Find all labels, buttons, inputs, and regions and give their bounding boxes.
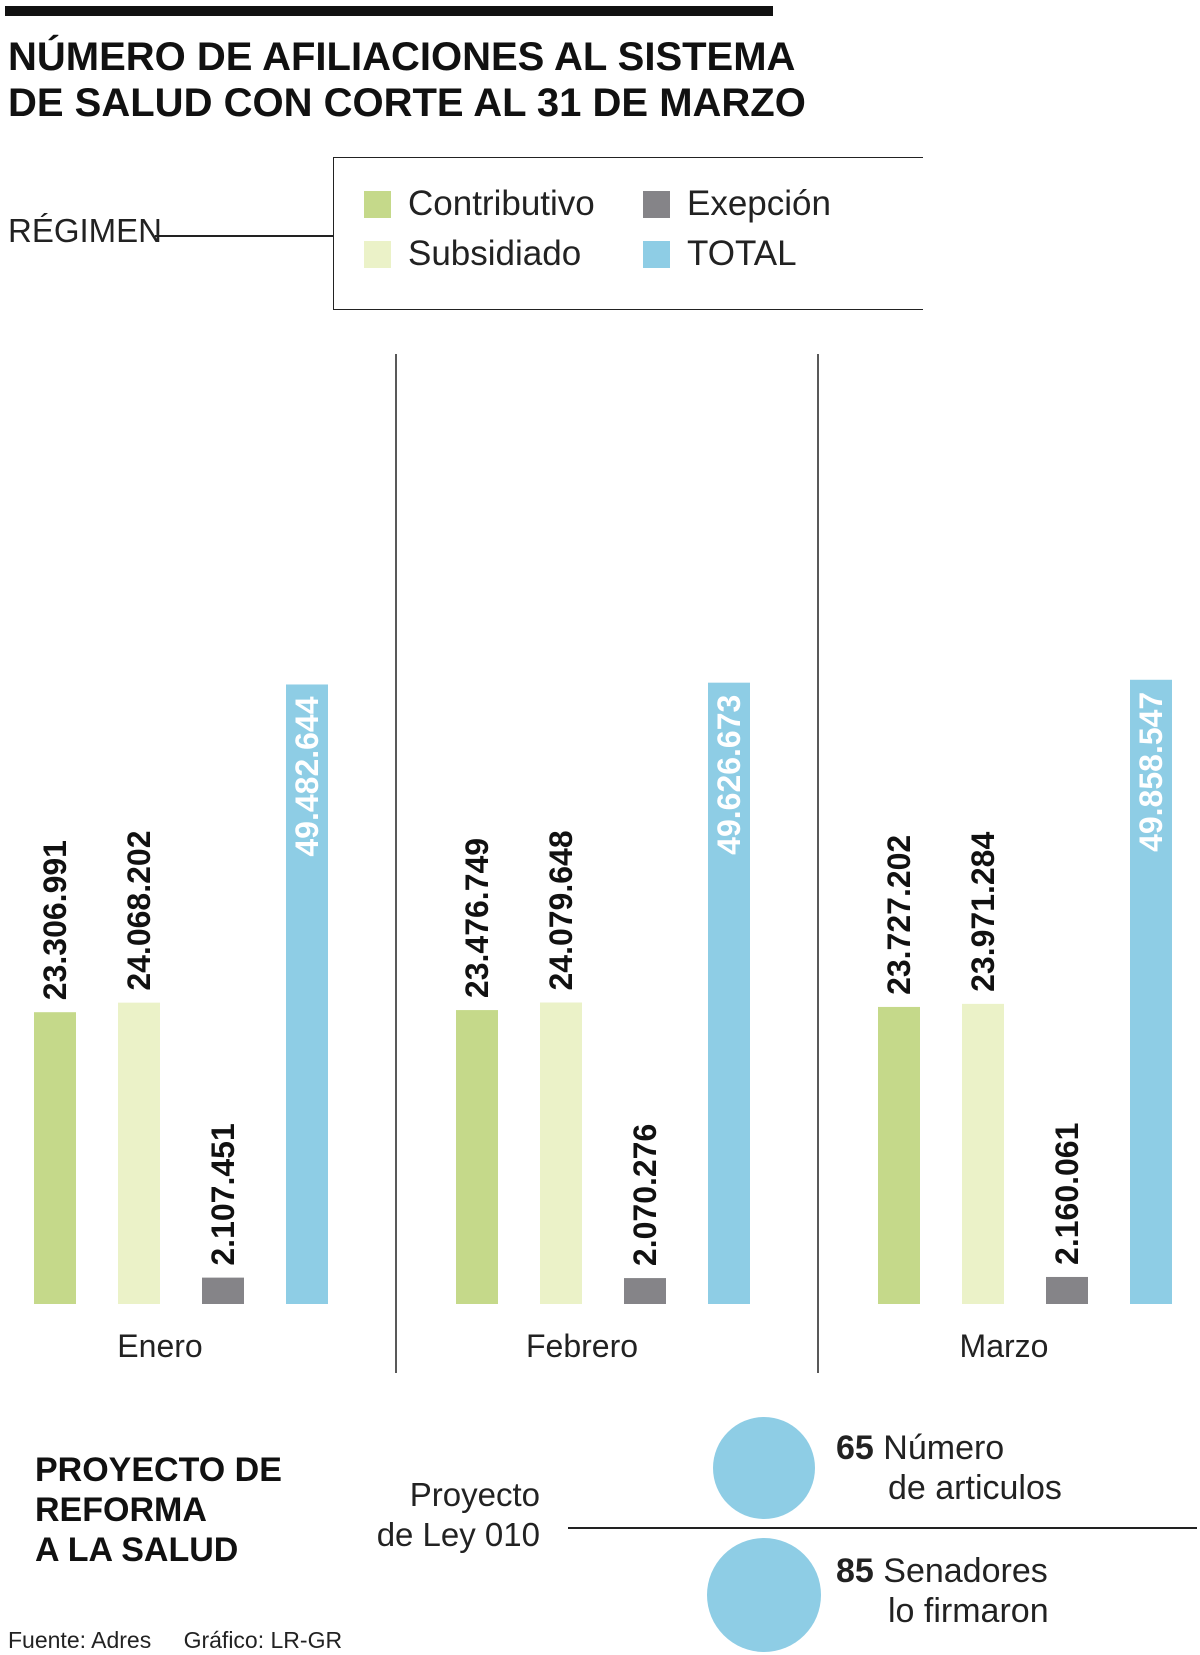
articles-number: 65	[836, 1429, 874, 1467]
bar-subsidiado-febrero	[540, 1002, 582, 1304]
legend-label: Exepción	[687, 184, 831, 223]
data-label-contributivo-marzo: 23.727.202	[881, 835, 917, 995]
articles-circle-icon	[713, 1417, 815, 1519]
data-label-exepción-enero: 2.107.451	[205, 1123, 241, 1265]
project-line-2: de Ley 010	[376, 1516, 540, 1553]
legend-item-total: TOTAL	[643, 234, 797, 274]
bar-total-febrero	[708, 682, 750, 1304]
bar-subsidiado-marzo	[962, 1003, 1004, 1304]
title-line-1: NÚMERO DE AFILIACIONES AL SISTEMA	[8, 35, 796, 79]
category-label-enero: Enero	[117, 1328, 202, 1364]
project-line-1: Proyecto	[409, 1476, 540, 1513]
senators-circle-icon	[707, 1538, 821, 1652]
articles-stat: 65 Número de articulos	[836, 1428, 1062, 1508]
reform-title-line-1: PROYECTO DE	[35, 1451, 282, 1489]
data-label-exepción-febrero: 2.070.276	[627, 1124, 663, 1266]
bar-contributivo-enero	[34, 1012, 76, 1304]
legend-item-contributivo: Contributivo	[364, 184, 595, 224]
legend-title: RÉGIMEN	[8, 212, 163, 249]
category-label-marzo: Marzo	[960, 1328, 1049, 1364]
senators-stat: 85 Senadores lo firmaron	[836, 1551, 1049, 1631]
legend-swatch	[364, 190, 391, 218]
legend-swatch	[643, 240, 670, 268]
reform-title-line-3: A LA SALUD	[35, 1531, 239, 1569]
title-line-2: DE SALUD CON CORTE AL 31 DE MARZO	[8, 81, 806, 125]
graphic-credit: Gráfico: LR-GR	[183, 1627, 343, 1653]
senators-number: 85	[836, 1552, 874, 1590]
data-label-subsidiado-febrero: 24.079.648	[543, 830, 579, 990]
category-label-febrero: Febrero	[526, 1328, 638, 1364]
legend-item-exepcion: Exepción	[643, 184, 831, 224]
source-credit: Fuente: Adres	[8, 1627, 152, 1653]
footer: Fuente: Adres Gráfico: LR-GR	[8, 1627, 368, 1654]
project-label: Proyecto de Ley 010	[377, 1475, 540, 1555]
bar-contributivo-febrero	[456, 1010, 498, 1304]
data-label-contributivo-enero: 23.306.991	[37, 840, 73, 1000]
articles-line-2: de articulos	[888, 1469, 1062, 1507]
legend-swatch	[643, 190, 670, 218]
data-label-exepción-marzo: 2.160.061	[1049, 1123, 1085, 1265]
bar-contributivo-marzo	[878, 1006, 920, 1304]
top-rule	[5, 6, 773, 16]
chart-title: NÚMERO DE AFILIACIONES AL SISTEMA DE SAL…	[8, 34, 808, 126]
data-label-total-enero: 49.482.644	[289, 696, 325, 856]
legend-label: Contributivo	[408, 184, 595, 223]
legend: Contributivo Subsidiado Exepción TOTAL	[333, 157, 923, 310]
data-label-total-febrero: 49.626.673	[711, 695, 747, 855]
bar-exepción-marzo	[1046, 1276, 1088, 1304]
stats-divider	[568, 1527, 1197, 1529]
data-label-subsidiado-marzo: 23.971.284	[965, 832, 1001, 992]
senators-line-2: lo firmaron	[888, 1592, 1049, 1630]
data-label-subsidiado-enero: 24.068.202	[121, 831, 157, 991]
reform-title: PROYECTO DE REFORMA A LA SALUD	[35, 1450, 282, 1570]
legend-swatch	[364, 240, 391, 268]
bar-chart: 23.306.991 24.068.202 2.107.451 49.482.644 E…	[34, 354, 1172, 1373]
bar-total-enero	[286, 684, 328, 1304]
legend-item-subsidiado: Subsidiado	[364, 234, 581, 274]
reform-title-line-2: REFORMA	[35, 1491, 207, 1529]
legend-label: Subsidiado	[408, 234, 582, 273]
bar-total-marzo	[1130, 679, 1172, 1304]
data-label-total-marzo: 49.858.547	[1133, 692, 1169, 852]
senators-line-1: Senadores	[883, 1552, 1048, 1590]
bar-exepción-febrero	[624, 1278, 666, 1304]
bar-exepción-enero	[202, 1277, 244, 1304]
legend-label: TOTAL	[687, 234, 797, 273]
legend-connector	[155, 235, 333, 237]
bar-subsidiado-enero	[118, 1002, 160, 1304]
articles-line-1: Número	[883, 1429, 1005, 1467]
data-label-contributivo-febrero: 23.476.749	[459, 838, 495, 998]
